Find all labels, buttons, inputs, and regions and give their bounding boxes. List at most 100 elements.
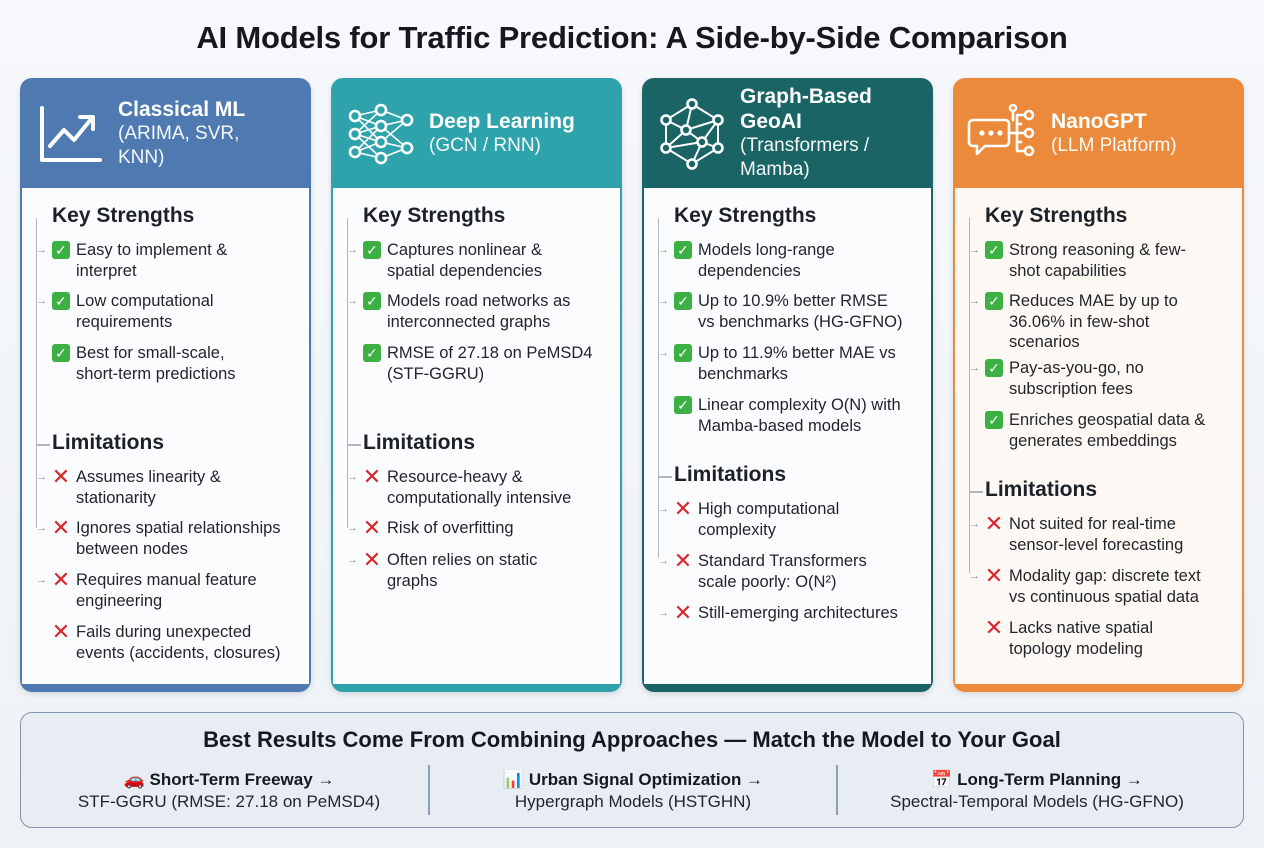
item-text: 36.06% in few-shot — [1009, 312, 1150, 331]
cross-icon: ✕ — [51, 515, 71, 540]
goal-label: Urban Signal Optimization → — [528, 770, 764, 789]
arrow-icon: → — [36, 471, 47, 483]
bracket-line — [36, 218, 50, 528]
item-text: subscription fees — [1009, 379, 1133, 398]
card-header: Classical ML (ARIMA, SVR, KNN) — [20, 78, 311, 188]
arrow-icon: → — [658, 555, 669, 567]
card-title: NanoGPT — [1051, 109, 1147, 133]
arrow-icon: → — [36, 574, 47, 586]
check-icon: ✓ — [52, 241, 70, 259]
arrow-icon: → — [658, 503, 669, 515]
card-graph-geoai: Graph-Based GeoAI (Transformers / Mamba)… — [642, 78, 933, 692]
arrow-icon: → — [36, 522, 47, 534]
item-text: interconnected graphs — [387, 312, 551, 331]
card-bottom-bar — [642, 684, 933, 692]
bar-chart-icon: 📊 — [502, 770, 525, 789]
arrow-icon: → — [347, 471, 358, 483]
item-text: Models road networks as — [387, 292, 571, 310]
goal-short-term-freeway: 🚗 Short-Term Freeway → STF-GGRU (RMSE: 2… — [25, 769, 433, 813]
neural-network-icon — [348, 103, 414, 165]
card-header: Deep Learning (GCN / RNN) — [331, 78, 622, 188]
page-title: AI Models for Traffic Prediction: A Side… — [196, 20, 1068, 55]
item-text: vs continuous spatial data — [1009, 587, 1199, 606]
arrow-icon: → — [347, 295, 358, 307]
item-text: shot capabilities — [1009, 261, 1127, 280]
item-text: scenarios — [1009, 333, 1080, 351]
card-header: NanoGPT (LLM Platform) — [953, 78, 1244, 188]
cross-icon: ✕ — [673, 548, 693, 573]
item-text: Enriches geospatial data & — [1009, 411, 1206, 429]
bracket-line — [969, 218, 983, 573]
item-text: Often relies on static — [387, 551, 538, 569]
arrow-icon: → — [969, 362, 980, 374]
divider — [428, 765, 430, 815]
item-text: High computational — [698, 500, 840, 518]
card-body: Key Strengths ✓ Models long-range depende… — [642, 188, 933, 684]
check-icon: ✓ — [674, 292, 692, 310]
item-text: Best for small-scale, — [76, 344, 225, 362]
item-text: Models long-range — [698, 241, 835, 259]
arrow-icon: → — [347, 522, 358, 534]
cross-icon: ✕ — [362, 547, 382, 572]
bracket-tick — [969, 491, 983, 493]
card-subtitle-line: KNN) — [118, 146, 165, 168]
item-text: vs benchmarks (HG-GFNO) — [698, 312, 903, 331]
cross-icon: ✕ — [673, 600, 693, 625]
chat-bubble-icon — [967, 103, 1035, 157]
car-icon: 🚗 — [123, 770, 145, 789]
card-body: Key Strengths ✓ Strong reasoning & few-s… — [953, 188, 1244, 684]
arrow-icon: → — [969, 295, 980, 307]
item-text: Strong reasoning & few- — [1009, 241, 1187, 259]
item-text: requirements — [76, 312, 173, 331]
item-text: topology modeling — [1009, 639, 1143, 658]
item-text: benchmarks — [698, 364, 788, 383]
arrow-icon: → — [36, 295, 47, 307]
bracket-tick — [347, 444, 361, 446]
item-text: generates embeddings — [1009, 431, 1177, 450]
item-text: computationally intensive — [387, 488, 572, 507]
check-icon: ✓ — [985, 359, 1003, 377]
graph-network-icon — [660, 98, 724, 170]
item-text: Fails during unexpected — [76, 623, 252, 641]
item-text: Pay-as-you-go, no — [1009, 359, 1144, 377]
card-deep-learning: Deep Learning (GCN / RNN) Key Strengths … — [331, 78, 622, 692]
key-strengths-heading: Key Strengths — [985, 204, 1128, 227]
card-title-line: GeoAI — [740, 110, 802, 133]
card-bottom-bar — [331, 684, 622, 692]
card-title: Classical ML — [118, 97, 246, 121]
cross-icon: ✕ — [673, 496, 693, 521]
arrow-icon: → — [969, 570, 980, 582]
recommendation-banner: Best Results Come From Combining Approac… — [20, 712, 1244, 828]
item-text: Up to 11.9% better MAE vs — [698, 344, 896, 362]
card-title-line: Graph-Based — [740, 85, 872, 108]
calendar-icon: 📅 — [931, 770, 953, 789]
arrow-icon: → — [658, 295, 669, 307]
item-text: Assumes linearity & — [76, 468, 221, 486]
item-text: Not suited for real-time — [1009, 515, 1176, 533]
cross-icon: ✕ — [51, 464, 71, 489]
item-text: RMSE of 27.18 on PeMSD4 — [387, 344, 593, 362]
banner-title: Best Results Come From Combining Approac… — [203, 727, 1061, 752]
card-subtitle-line: (LLM Platform) — [1051, 134, 1177, 156]
item-text: Still-emerging architectures — [698, 604, 898, 622]
item-text: stationarity — [76, 488, 156, 507]
cross-icon: ✕ — [51, 619, 71, 644]
goal-label: Long-Term Planning → — [957, 770, 1143, 789]
item-text: Modality gap: discrete text — [1009, 567, 1201, 585]
item-text: Up to 10.9% better RMSE — [698, 292, 888, 310]
item-text: interpret — [76, 261, 137, 280]
item-text: engineering — [76, 591, 163, 610]
key-strengths-heading: Key Strengths — [674, 204, 817, 227]
item-text: complexity — [698, 520, 776, 539]
bracket-line — [658, 218, 672, 558]
item-text: (STF-GGRU) — [387, 364, 485, 383]
check-icon: ✓ — [985, 292, 1003, 310]
card-subtitle-line: Mamba) — [740, 159, 810, 180]
bracket-tick — [36, 444, 50, 446]
cross-icon: ✕ — [984, 511, 1004, 536]
item-text: short-term predictions — [76, 364, 236, 383]
item-text: scale poorly: O(N²) — [698, 572, 837, 591]
trend-chart-icon — [40, 106, 102, 162]
card-bottom-bar — [953, 684, 1244, 692]
item-text: graphs — [387, 571, 438, 590]
